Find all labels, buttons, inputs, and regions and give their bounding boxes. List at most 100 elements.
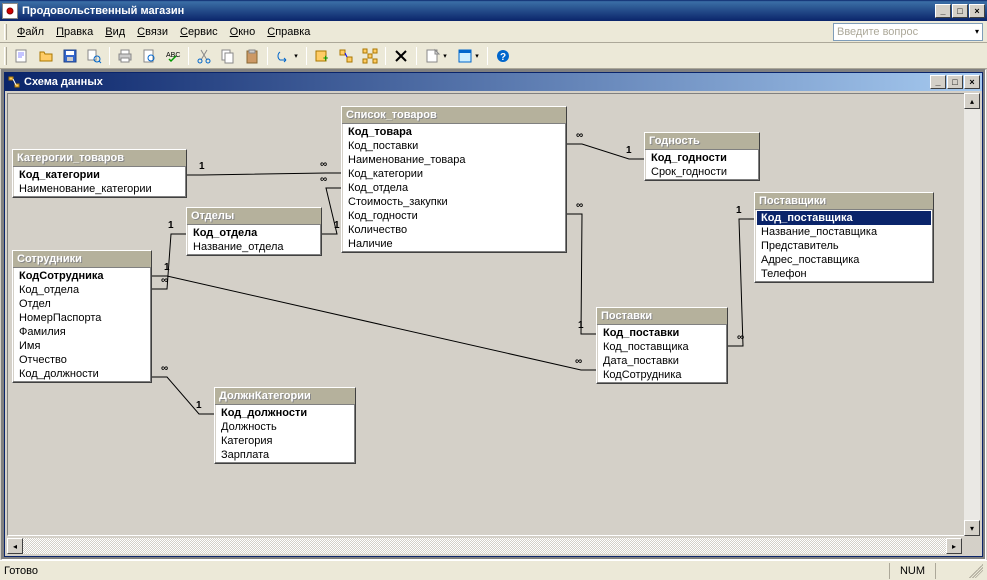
cardinality-one-label: 1	[578, 320, 584, 331]
table-spisok[interactable]: Список_товаровКод_товараКод_поставкиНаим…	[341, 106, 567, 253]
field[interactable]: Код_должности	[217, 406, 353, 420]
diagram-area[interactable]: Катерогии_товаровКод_категорииНаименован…	[7, 93, 980, 536]
table-header[interactable]: Отделы	[187, 208, 321, 225]
save-icon[interactable]	[59, 45, 81, 67]
print-preview2-icon[interactable]	[138, 45, 160, 67]
table-postavshiki[interactable]: ПоставщикиКод_поставщикаНазвание_поставщ…	[754, 192, 934, 283]
mdi-client: Схема данных _ □ × Катерогии_товаровКод_…	[1, 69, 986, 560]
field[interactable]: Количество	[344, 223, 564, 237]
table-sotrudniki[interactable]: СотрудникиКодСотрудникаКод_отделаОтделНо…	[12, 250, 152, 383]
field[interactable]: Код_отдела	[15, 283, 149, 297]
database-window-icon[interactable]: ▾	[453, 45, 483, 67]
field[interactable]: Отчество	[15, 353, 149, 367]
field[interactable]: Код_поставщика	[757, 211, 931, 225]
table-header[interactable]: ДолжнКатегории	[215, 388, 355, 405]
field[interactable]: Наличие	[344, 237, 564, 251]
field[interactable]: Код_товара	[344, 125, 564, 139]
field[interactable]: Фамилия	[15, 325, 149, 339]
field[interactable]: Код_должности	[15, 367, 149, 381]
scroll-left-button[interactable]: ◂	[7, 538, 23, 554]
field[interactable]: Наименование_категории	[15, 182, 184, 196]
field[interactable]: Отдел	[15, 297, 149, 311]
toolbar-grip	[4, 47, 7, 65]
field[interactable]: Наименование_товара	[344, 153, 564, 167]
field[interactable]: Код_категории	[15, 168, 184, 182]
field[interactable]: Представитель	[757, 239, 931, 253]
menubar-grip	[4, 24, 7, 40]
menu-tools[interactable]: Сервис	[174, 24, 224, 40]
scroll-up-button[interactable]: ▴	[964, 93, 980, 109]
field[interactable]: Код_поставки	[344, 139, 564, 153]
child-maximize-button[interactable]: □	[947, 75, 963, 89]
show-all-icon[interactable]	[359, 45, 381, 67]
field[interactable]: Зарплата	[217, 448, 353, 462]
open-icon[interactable]	[35, 45, 57, 67]
field[interactable]: КодСотрудника	[15, 269, 149, 283]
menubar: Файл Правка Вид Связи Сервис Окно Справк…	[0, 21, 987, 43]
horizontal-scrollbar[interactable]: ◂ ▸	[7, 538, 962, 554]
help-icon[interactable]: ?	[492, 45, 514, 67]
new-object-icon[interactable]: ▾	[421, 45, 451, 67]
field[interactable]: Код_поставки	[599, 326, 725, 340]
maximize-button[interactable]: □	[952, 4, 968, 18]
field[interactable]: Код_годности	[647, 151, 757, 165]
field[interactable]: Код_поставщика	[599, 340, 725, 354]
field[interactable]: Адрес_поставщика	[757, 253, 931, 267]
print-icon[interactable]	[114, 45, 136, 67]
close-button[interactable]: ×	[969, 4, 985, 18]
menu-relations[interactable]: Связи	[131, 24, 174, 40]
delete-icon[interactable]	[390, 45, 412, 67]
menu-file[interactable]: Файл	[11, 24, 50, 40]
table-postavki[interactable]: ПоставкиКод_поставкиКод_поставщикаДата_п…	[596, 307, 728, 384]
vertical-scrollbar[interactable]: ▴ ▾	[964, 93, 980, 536]
table-header[interactable]: Годность	[645, 133, 759, 150]
field[interactable]: Код_отдела	[189, 226, 319, 240]
table-header[interactable]: Поставки	[597, 308, 727, 325]
help-search-box[interactable]: Введите вопрос ▾	[833, 23, 983, 41]
spellcheck-icon[interactable]: ABC	[162, 45, 184, 67]
field[interactable]: Имя	[15, 339, 149, 353]
menu-view[interactable]: Вид	[99, 24, 131, 40]
child-title: Схема данных	[24, 76, 930, 88]
field[interactable]: Должность	[217, 420, 353, 434]
field[interactable]: Стоимость_закупки	[344, 195, 564, 209]
field[interactable]: Категория	[217, 434, 353, 448]
paste-icon[interactable]	[241, 45, 263, 67]
table-godnost[interactable]: ГодностьКод_годностиСрок_годности	[644, 132, 760, 181]
menu-edit[interactable]: Правка	[50, 24, 99, 40]
field[interactable]: Телефон	[757, 267, 931, 281]
cut-icon[interactable]	[193, 45, 215, 67]
field[interactable]: Дата_поставки	[599, 354, 725, 368]
scroll-right-button[interactable]: ▸	[946, 538, 962, 554]
menu-help[interactable]: Справка	[261, 24, 316, 40]
copy-icon[interactable]	[217, 45, 239, 67]
field[interactable]: Срок_годности	[647, 165, 757, 179]
schema-window: Схема данных _ □ × Катерогии_товаровКод_…	[4, 72, 983, 557]
table-header[interactable]: Сотрудники	[13, 251, 151, 268]
table-otdely[interactable]: ОтделыКод_отделаНазвание_отдела	[186, 207, 322, 256]
field[interactable]: Название_отдела	[189, 240, 319, 254]
field[interactable]: НомерПаспорта	[15, 311, 149, 325]
field[interactable]: Код_годности	[344, 209, 564, 223]
undo-icon[interactable]: ▾	[272, 45, 302, 67]
file-search-icon[interactable]	[83, 45, 105, 67]
table-dolzhn[interactable]: ДолжнКатегорииКод_должностиДолжностьКате…	[214, 387, 356, 464]
show-table-icon[interactable]: +	[311, 45, 333, 67]
table-header[interactable]: Поставщики	[755, 193, 933, 210]
scroll-down-button[interactable]: ▾	[964, 520, 980, 536]
print-preview-icon[interactable]	[11, 45, 33, 67]
field[interactable]: Код_категории	[344, 167, 564, 181]
status-num: NUM	[889, 563, 935, 579]
field[interactable]: КодСотрудника	[599, 368, 725, 382]
field[interactable]: Название_поставщика	[757, 225, 931, 239]
child-minimize-button[interactable]: _	[930, 75, 946, 89]
minimize-button[interactable]: _	[935, 4, 951, 18]
menu-window[interactable]: Окно	[224, 24, 262, 40]
table-header[interactable]: Катерогии_товаров	[13, 150, 186, 167]
table-header[interactable]: Список_товаров	[342, 107, 566, 124]
child-close-button[interactable]: ×	[964, 75, 980, 89]
resize-grip[interactable]	[969, 564, 983, 578]
show-direct-icon[interactable]	[335, 45, 357, 67]
field[interactable]: Код_отдела	[344, 181, 564, 195]
table-kategorii[interactable]: Катерогии_товаровКод_категорииНаименован…	[12, 149, 187, 198]
